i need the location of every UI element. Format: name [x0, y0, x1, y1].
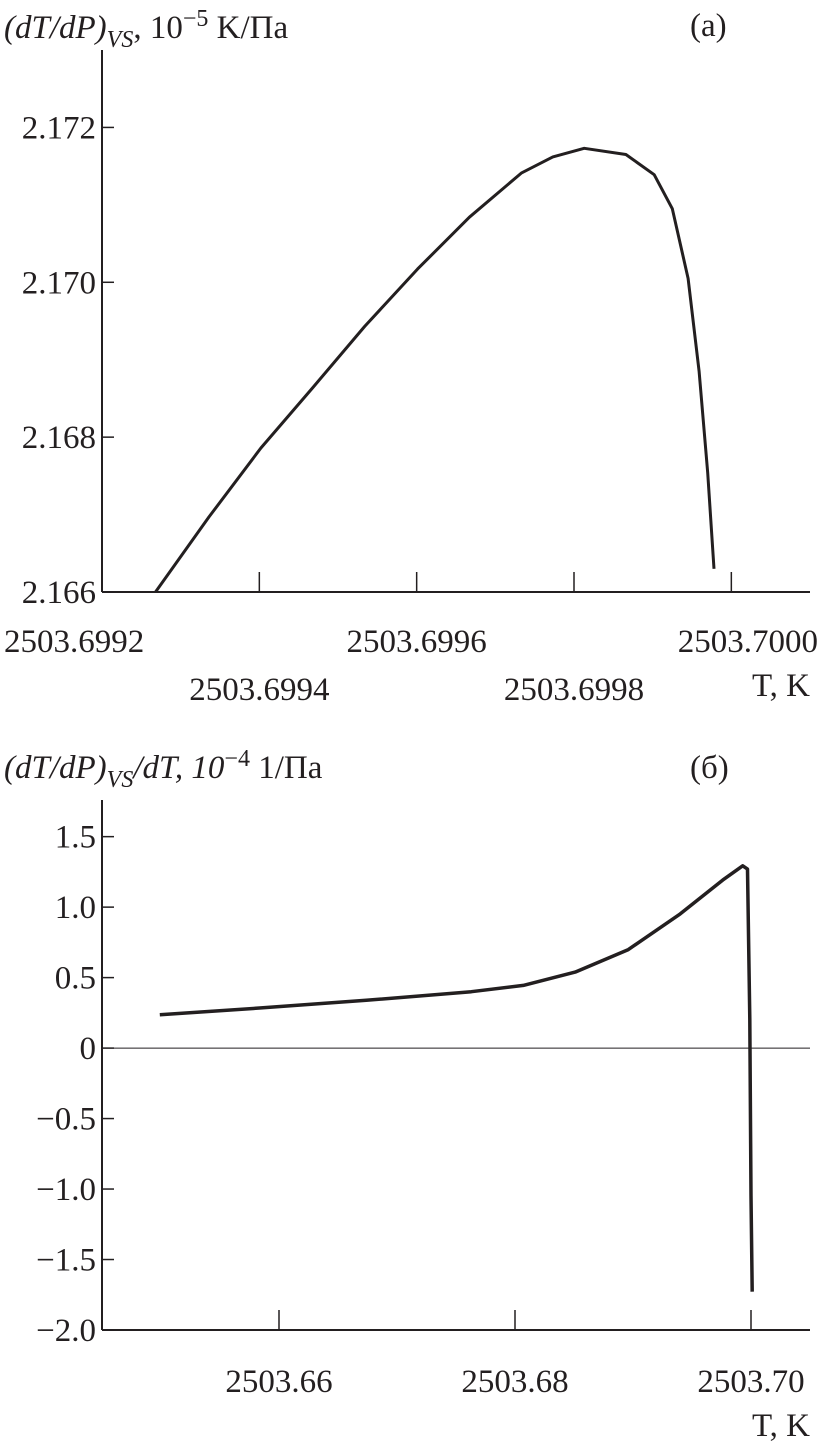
- y-tick-label: 2.172: [22, 110, 96, 146]
- y-tick-label: −1.0: [36, 1172, 96, 1208]
- x-tick-label: 2503.6994: [189, 672, 329, 708]
- ylabel-sub: VS: [107, 27, 134, 53]
- x-tick-label: 2503.6998: [504, 672, 644, 708]
- ylabel-rest: , 10: [133, 10, 183, 46]
- panel-label-b: (б): [690, 750, 729, 786]
- y-tick-label: 2.168: [22, 420, 96, 456]
- y-tick-label: 1.5: [55, 820, 96, 856]
- ylabel-main: (dT/dP): [4, 750, 107, 786]
- ylabel-exp: −4: [224, 746, 250, 772]
- y-tick-label: 2.166: [22, 575, 96, 611]
- x-tick-label: 2503.66: [225, 1364, 332, 1400]
- y-tick-label: 1.0: [55, 890, 96, 926]
- x-tick-label: 2503.6996: [347, 624, 487, 660]
- data-series-line: [154, 146, 716, 593]
- y-tick-label: 0: [80, 1031, 97, 1067]
- x-tick-label: 2503.68: [461, 1364, 568, 1400]
- chart-b-xlabel: T, K: [752, 1408, 810, 1444]
- y-tick-label: −0.5: [36, 1102, 96, 1138]
- x-tick-label: 2503.70: [697, 1364, 804, 1400]
- chart-b: (dT/dP)VS/dT, 10−4 1/Па (б) T, K −2.0 −1.…: [4, 746, 810, 1444]
- data-series-line: [159, 864, 754, 1292]
- ylabel-main: (dT/dP): [4, 10, 107, 46]
- ylabel-sub: VS: [107, 767, 134, 793]
- y-tick-label: 2.170: [22, 265, 96, 301]
- chart-a: (dT/dP)VS, 10−5 K/Па (a) T, K 2.166 2.168…: [4, 6, 818, 708]
- chart-a-xlabel: T, K: [752, 668, 810, 704]
- y-tick-label: −2.0: [36, 1313, 96, 1349]
- ylabel-unit: 1/Па: [250, 750, 323, 786]
- ylabel-rest: /dT, 10: [131, 750, 225, 786]
- ylabel-unit: K/Па: [208, 10, 288, 46]
- x-tick-label: 2503.6992: [4, 624, 144, 660]
- y-tick-label: 0.5: [55, 961, 96, 997]
- y-tick-label: −1.5: [36, 1243, 96, 1279]
- chart-a-ylabel: (dT/dP)VS, 10−5 K/Па: [4, 6, 288, 53]
- panel-label-a: (a): [690, 8, 727, 44]
- chart-b-ylabel: (dT/dP)VS/dT, 10−4 1/Па: [4, 746, 323, 793]
- ylabel-exp: −5: [183, 6, 209, 32]
- x-tick-label: 2503.7000: [678, 624, 818, 660]
